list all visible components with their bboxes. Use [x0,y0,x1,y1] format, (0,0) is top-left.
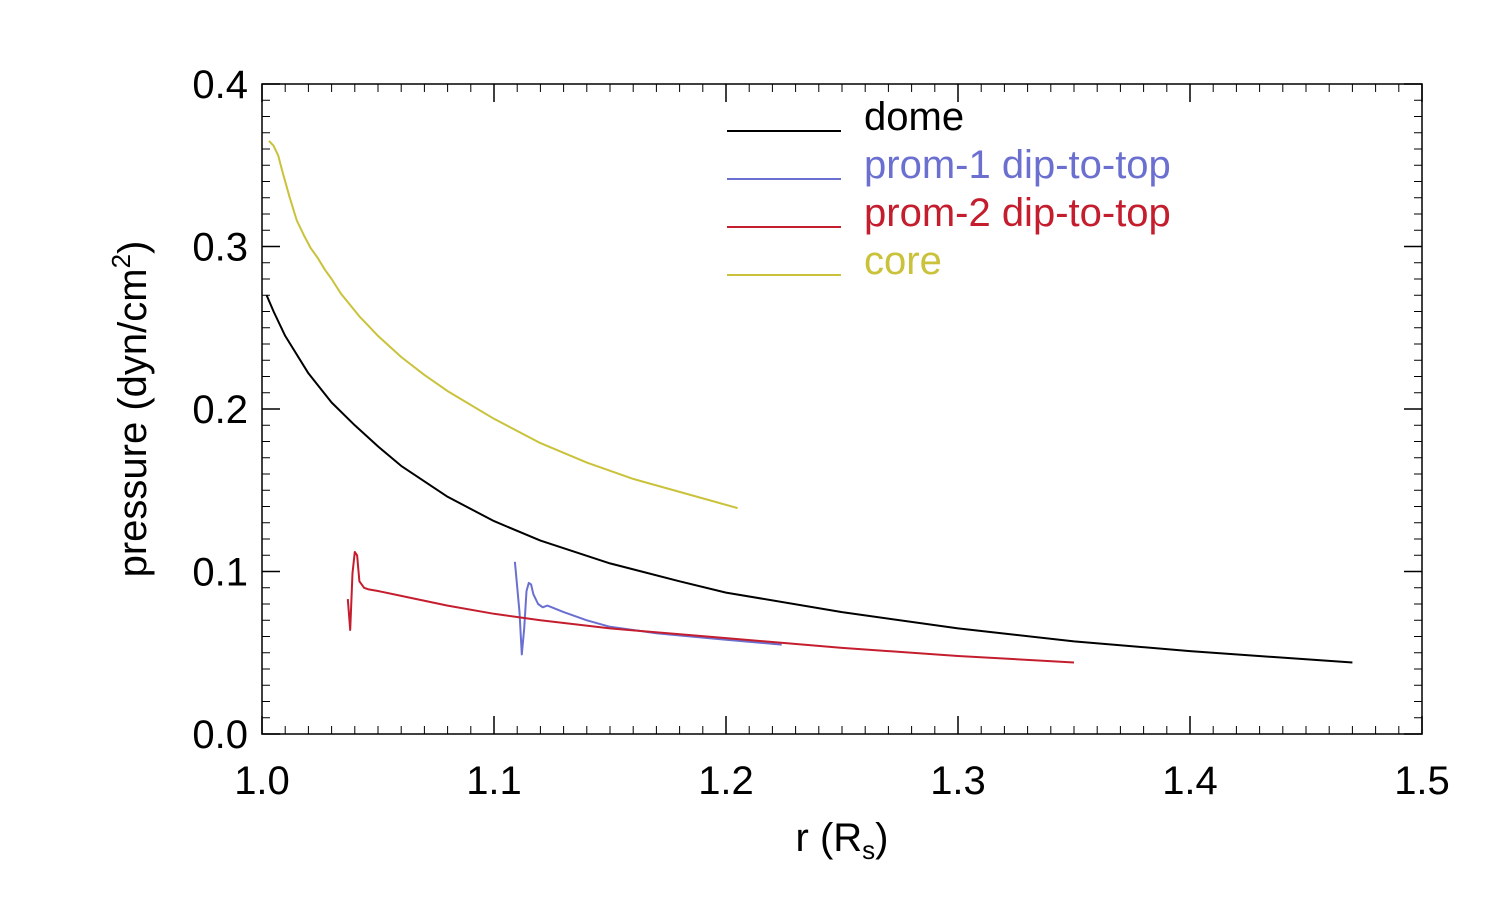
x-tick-label: 1.5 [1394,759,1450,803]
y-axis-label: pressure (dyn/cm2) [106,241,155,578]
x-tick-label: 1.0 [234,759,290,803]
x-axis-label: r (Rs) [796,816,889,865]
x-tick-label: 1.3 [930,759,986,803]
x-tick-label: 1.2 [698,759,754,803]
x-tick-label: 1.1 [466,759,522,803]
legend-label-1: dome [864,95,964,139]
plot-frame [261,83,1423,735]
y-tick-label: 0.1 [192,551,248,595]
series-line-1 [265,294,1353,664]
data-series [265,140,1353,664]
series-line-2 [513,561,782,656]
series-line-4 [268,140,738,510]
x-tick-label: 1.4 [1162,759,1218,803]
tick-labels: 1.0 1.1 1.2 1.3 1.4 1.5 0.0 0.1 0.2 0.3 0.4 [192,63,1449,803]
legend-label-2: prom-1 dip-to-top [864,143,1171,187]
legend-label-4: core [864,239,942,283]
legend-label-3: prom-2 dip-to-top [864,191,1171,235]
y-tick-label: 0.3 [192,226,248,270]
series-line-3 [346,551,1075,664]
y-tick-label: 0.0 [192,713,248,757]
y-tick-label: 0.4 [192,63,248,107]
axis-ticks [261,83,1423,735]
y-tick-label: 0.2 [192,388,248,432]
